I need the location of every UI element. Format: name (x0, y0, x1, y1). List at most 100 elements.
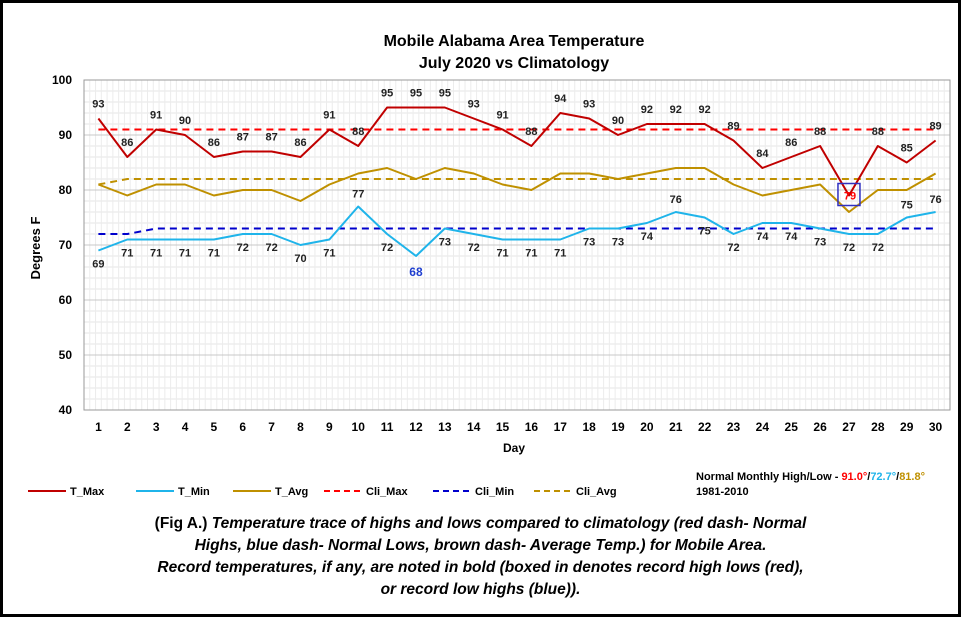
max-data-label: 88 (814, 126, 826, 138)
x-tick-label: 9 (326, 420, 333, 434)
min-data-label: 72 (381, 242, 393, 254)
min-data-label: 72 (468, 242, 480, 254)
max-data-label: 95 (410, 88, 422, 100)
max-data-label: 86 (208, 137, 220, 149)
y-tick-label: 40 (59, 403, 73, 417)
normals-period: 1981-2010 (696, 486, 749, 498)
max-data-label: 93 (92, 99, 104, 111)
max-data-label: 90 (612, 115, 624, 127)
max-data-label: 86 (785, 137, 797, 149)
record-box (837, 182, 861, 207)
series-line-t-max (97, 106, 937, 197)
legend-label-cli-avg: Cli_Avg (576, 486, 617, 498)
caption-line-3: Record temperatures, if any, are noted i… (157, 559, 804, 576)
x-tick-label: 13 (438, 420, 452, 434)
normals-note-sep-2: / (896, 471, 899, 483)
min-data-label: 73 (583, 237, 595, 249)
legend-label-cli-max: Cli_Max (366, 486, 408, 498)
x-tick-label: 8 (297, 420, 304, 434)
max-data-label: 90 (179, 115, 191, 127)
x-tick-label: 19 (611, 420, 625, 434)
legend-label-t-max: T_Max (70, 486, 105, 498)
normals-note-sep-1: / (867, 471, 870, 483)
max-data-label: 92 (670, 104, 682, 116)
x-tick-label: 27 (842, 420, 856, 434)
y-tick-label: 80 (59, 183, 73, 197)
min-data-label: 71 (121, 248, 133, 260)
max-data-label: 95 (439, 88, 451, 100)
min-data-label: 74 (641, 231, 654, 243)
x-tick-label: 20 (640, 420, 654, 434)
y-tick-label: 70 (59, 238, 73, 252)
chart-legend: T_Max T_Min T_Avg Cli_Max Cli_Min Cli_Avg (28, 486, 617, 498)
min-data-label: 73 (814, 237, 826, 249)
min-data-label: 71 (208, 248, 220, 260)
min-data-label: 71 (150, 248, 162, 260)
x-tick-label: 6 (239, 420, 246, 434)
series-line-cli-min (98, 227, 936, 235)
legend-label-t-avg: T_Avg (275, 486, 308, 498)
max-data-label: 94 (554, 93, 567, 105)
min-data-label: 71 (179, 248, 191, 260)
chart-grid (83, 79, 951, 411)
caption-line-1: (Fig A.) Temperature trace of highs and … (3, 513, 958, 535)
x-tick-label: 29 (900, 420, 914, 434)
min-data-label: 74 (756, 231, 769, 243)
min-data-label: 76 (670, 194, 682, 206)
x-tick-label: 18 (582, 420, 596, 434)
caption-line-1-text: Temperature trace of highs and lows comp… (207, 515, 807, 532)
min-data-label: 69 (92, 259, 104, 271)
min-data-label: 74 (785, 231, 798, 243)
x-tick-label: 15 (496, 420, 510, 434)
y-axis-label: Degrees F (28, 217, 43, 280)
min-data-label: 75 (699, 226, 711, 238)
plot-area-border (83, 79, 951, 411)
max-data-label: 92 (641, 104, 653, 116)
y-tick-label: 90 (59, 128, 73, 142)
min-data-label: 71 (525, 248, 537, 260)
max-data-label: 88 (872, 126, 884, 138)
y-tick-label: 60 (59, 293, 73, 307)
x-tick-label: 10 (352, 420, 366, 434)
x-tick-label: 7 (268, 420, 275, 434)
max-data-label: 91 (323, 110, 335, 122)
x-tick-label: 14 (467, 420, 481, 434)
min-data-label: 71 (496, 248, 508, 260)
x-tick-label: 5 (211, 420, 218, 434)
figure-caption: (Fig A.) Temperature trace of highs and … (3, 513, 958, 601)
max-data-label: 93 (583, 99, 595, 111)
min-data-label: 72 (727, 242, 739, 254)
y-tick-label: 100 (52, 73, 72, 87)
max-data-label: 86 (294, 137, 306, 149)
chart-series (97, 106, 937, 257)
series-line-t-min (98, 205, 936, 257)
y-tick-label: 50 (59, 348, 73, 362)
series-line-t-avg (98, 167, 937, 213)
max-data-label: 91 (496, 110, 508, 122)
x-axis-label: Day (503, 441, 525, 455)
min-data-label: 72 (843, 242, 855, 254)
min-data-label: 68 (409, 265, 423, 279)
min-data-label: 73 (439, 237, 451, 249)
max-data-label: 87 (237, 132, 249, 144)
normals-note-avg: 81.8° (899, 471, 925, 483)
chart-title: Mobile Alabama Area Temperature (384, 33, 645, 50)
chart-data-labels: 93 86 91 90 86 87 87 86 91 88 95 95 95 93 91 88 94 93 90 92… (92, 88, 941, 280)
max-data-label: 91 (150, 110, 162, 122)
max-data-label: 87 (266, 132, 278, 144)
max-data-label: 88 (525, 126, 537, 138)
x-tick-label: 1 (95, 420, 102, 434)
min-data-label: 75 (901, 200, 913, 212)
max-data-label: 79 (844, 191, 856, 203)
x-tick-label: 2 (124, 420, 131, 434)
max-data-label: 89 (727, 121, 739, 133)
legend-label-t-min: T_Min (178, 486, 210, 498)
normals-note: Normal Monthly High/Low - 91.0°/72.7°/81… (696, 471, 925, 483)
series-line-cli-avg (98, 178, 936, 186)
min-data-label: 72 (237, 242, 249, 254)
min-data-label: 72 (266, 242, 278, 254)
chart-subtitle: July 2020 vs Climatology (419, 55, 609, 72)
